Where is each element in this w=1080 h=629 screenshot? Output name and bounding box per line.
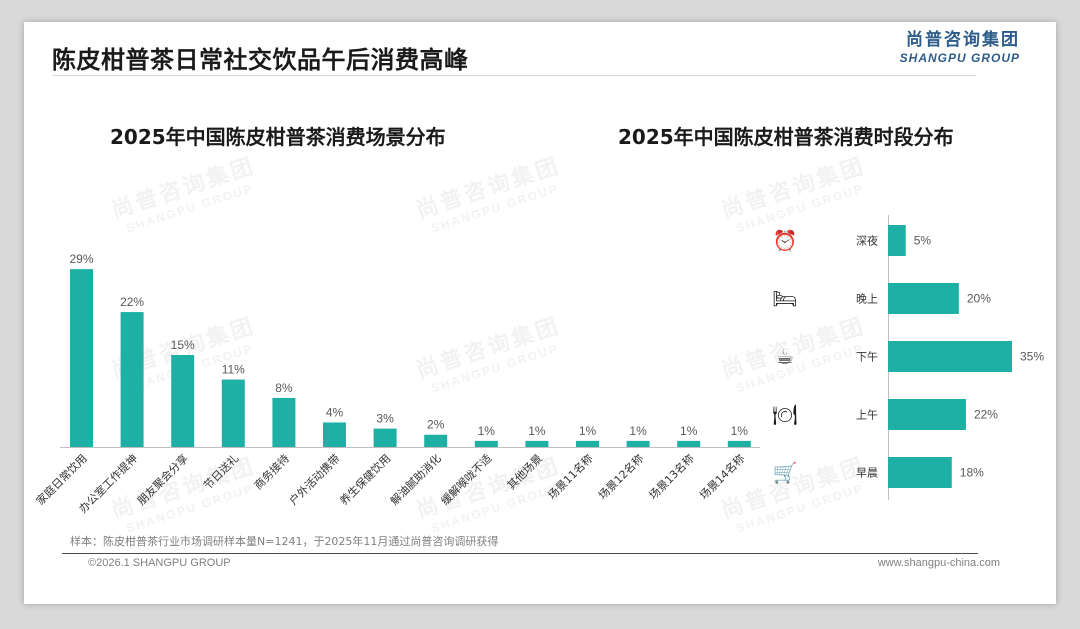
scene-bar-13 bbox=[727, 440, 751, 447]
scene-value-label-2: 15% bbox=[171, 338, 195, 352]
scene-value-label-6: 3% bbox=[376, 412, 394, 426]
scene-value-label-7: 2% bbox=[427, 418, 445, 432]
scene-category-label-6: 养生保健饮用 bbox=[337, 451, 394, 508]
scene-category-label-7: 解油腻助消化 bbox=[387, 451, 444, 508]
time-category-label-1: 晚上 bbox=[856, 293, 878, 306]
time-chart-title: 2025年中国陈皮柑普茶消费时段分布 bbox=[618, 125, 954, 149]
footer-divider bbox=[62, 553, 978, 554]
scene-bar-11 bbox=[626, 440, 650, 447]
title-divider bbox=[52, 75, 976, 76]
scene-bar-4 bbox=[272, 397, 296, 447]
time-value-label-1: 20% bbox=[967, 292, 991, 306]
scene-bar-12 bbox=[677, 440, 701, 447]
time-bar-2 bbox=[888, 341, 1012, 372]
scene-bar-10 bbox=[576, 440, 599, 447]
sample-footnote: 样本：陈皮柑普茶行业市场调研样本量N=1241，于2025年11月通过尚普咨询调… bbox=[70, 535, 499, 548]
scene-value-label-5: 4% bbox=[326, 405, 344, 419]
scene-value-label-3: 11% bbox=[222, 363, 245, 377]
scene-value-label-11: 1% bbox=[629, 424, 647, 438]
time-value-label-0: 5% bbox=[914, 234, 932, 248]
time-category-label-3: 上午 bbox=[856, 409, 878, 422]
time-value-label-2: 35% bbox=[1020, 350, 1044, 364]
time-bar-3 bbox=[888, 399, 966, 430]
scene-category-label-0: 家庭日常饮用 bbox=[33, 451, 90, 508]
time-bar-4 bbox=[888, 457, 952, 488]
scene-bar-6 bbox=[373, 428, 397, 447]
scene-value-label-8: 1% bbox=[478, 424, 496, 438]
scene-value-label-12: 1% bbox=[680, 424, 698, 438]
scene-category-label-13: 场景14名称 bbox=[697, 451, 748, 502]
scene-bar-5 bbox=[323, 422, 346, 447]
scene-value-label-0: 29% bbox=[69, 252, 93, 266]
scene-value-label-10: 1% bbox=[579, 424, 597, 438]
time-category-label-4: 早晨 bbox=[856, 467, 878, 480]
scene-bar-2 bbox=[171, 355, 195, 447]
scene-bar-8 bbox=[474, 440, 498, 447]
scene-category-label-4: 商务接待 bbox=[251, 451, 292, 492]
scene-value-label-9: 1% bbox=[528, 424, 546, 438]
shopping-cart-icon: 🛒 bbox=[773, 461, 798, 485]
coffee-cup-icon: ☕ bbox=[776, 345, 794, 369]
scene-category-label-11: 场景12名称 bbox=[595, 451, 646, 502]
scene-bar-9 bbox=[525, 440, 549, 447]
website-link[interactable]: www.shangpu-china.com bbox=[877, 557, 1000, 569]
scene-chart-title: 2025年中国陈皮柑普茶消费场景分布 bbox=[110, 125, 446, 149]
time-bar-1 bbox=[888, 283, 959, 314]
scene-value-label-13: 1% bbox=[731, 424, 749, 438]
scene-bar-3 bbox=[221, 379, 245, 447]
plate-cutlery-icon: 🍽 bbox=[772, 403, 797, 427]
scene-value-label-4: 8% bbox=[275, 381, 293, 395]
scene-category-label-10: 场景11名称 bbox=[545, 451, 596, 502]
bed-icon: 🛏 bbox=[772, 287, 797, 311]
scene-category-label-5: 户外活动携带 bbox=[286, 451, 343, 508]
scene-value-label-1: 22% bbox=[120, 295, 144, 309]
scene-category-label-12: 场景13名称 bbox=[646, 451, 697, 502]
scene-bar-1 bbox=[120, 312, 144, 447]
scene-bar-0 bbox=[70, 269, 93, 447]
logo-chinese: 尚普咨询集团 bbox=[906, 30, 1020, 50]
alarm-clock-icon: ⏰ bbox=[773, 229, 798, 253]
brand-logo: 尚普咨询集团 SHANGPU GROUP bbox=[900, 25, 1020, 65]
scene-category-label-9: 其他场景 bbox=[504, 451, 545, 492]
time-category-label-0: 深夜 bbox=[856, 234, 878, 248]
time-value-label-4: 18% bbox=[960, 466, 984, 480]
copyright-text: ©2026.1 SHANGPU GROUP bbox=[88, 557, 231, 569]
page-title: 陈皮柑普茶日常社交饮品午后消费高峰 bbox=[52, 46, 469, 74]
scene-category-label-2: 朋友聚会分享 bbox=[134, 451, 191, 508]
time-value-label-3: 22% bbox=[974, 408, 998, 422]
scene-category-label-8: 缓解喉咙不适 bbox=[438, 451, 495, 508]
time-category-label-2: 下午 bbox=[856, 351, 878, 364]
time-bar-0 bbox=[888, 225, 906, 256]
scene-category-label-3: 节日送礼 bbox=[200, 451, 241, 492]
scene-bar-7 bbox=[424, 434, 448, 447]
report-card bbox=[24, 22, 1056, 604]
logo-english: SHANGPU GROUP bbox=[899, 51, 1020, 65]
